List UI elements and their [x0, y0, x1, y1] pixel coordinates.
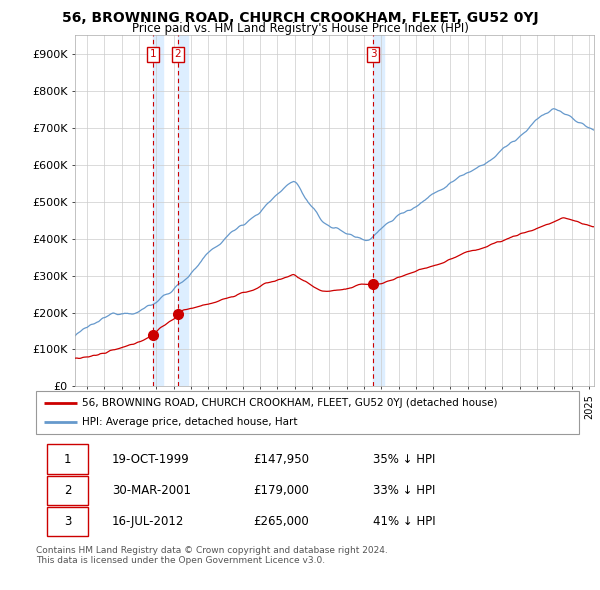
- Text: 19-OCT-1999: 19-OCT-1999: [112, 453, 190, 466]
- Text: 2: 2: [175, 50, 181, 60]
- FancyBboxPatch shape: [36, 391, 579, 434]
- Text: HPI: Average price, detached house, Hart: HPI: Average price, detached house, Hart: [82, 417, 298, 427]
- Text: Contains HM Land Registry data © Crown copyright and database right 2024.
This d: Contains HM Land Registry data © Crown c…: [36, 546, 388, 565]
- Text: 1: 1: [149, 50, 156, 60]
- Text: 35% ↓ HPI: 35% ↓ HPI: [373, 453, 435, 466]
- Text: 30-MAR-2001: 30-MAR-2001: [112, 484, 191, 497]
- Text: 56, BROWNING ROAD, CHURCH CROOKHAM, FLEET, GU52 0YJ (detached house): 56, BROWNING ROAD, CHURCH CROOKHAM, FLEE…: [82, 398, 497, 408]
- Bar: [152, 35, 163, 386]
- Bar: [178, 35, 188, 386]
- Text: 56, BROWNING ROAD, CHURCH CROOKHAM, FLEET, GU52 0YJ: 56, BROWNING ROAD, CHURCH CROOKHAM, FLEE…: [62, 11, 538, 25]
- FancyBboxPatch shape: [47, 507, 88, 536]
- Text: £265,000: £265,000: [253, 515, 309, 528]
- Text: 33% ↓ HPI: 33% ↓ HPI: [373, 484, 435, 497]
- Text: 3: 3: [370, 50, 377, 60]
- Bar: [373, 35, 383, 386]
- Text: 3: 3: [64, 515, 71, 528]
- Text: 1: 1: [64, 453, 71, 466]
- FancyBboxPatch shape: [47, 444, 88, 474]
- Text: £179,000: £179,000: [253, 484, 309, 497]
- Text: 41% ↓ HPI: 41% ↓ HPI: [373, 515, 435, 528]
- FancyBboxPatch shape: [47, 476, 88, 505]
- Text: £147,950: £147,950: [253, 453, 309, 466]
- Text: Price paid vs. HM Land Registry's House Price Index (HPI): Price paid vs. HM Land Registry's House …: [131, 22, 469, 35]
- Text: 2: 2: [64, 484, 71, 497]
- Text: 16-JUL-2012: 16-JUL-2012: [112, 515, 184, 528]
